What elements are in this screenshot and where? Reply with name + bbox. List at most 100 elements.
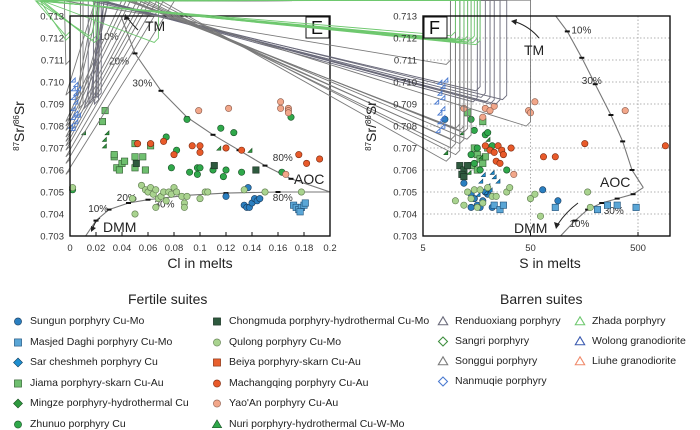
panel-f-point-qulong (464, 188, 472, 196)
panel-e-point-mingze (104, 130, 110, 136)
legend-label: Sar cheshmeh porphyry Cu (30, 356, 158, 368)
panel-e-point-chongmuda (252, 166, 260, 174)
panel-f-point-nanmuqie (439, 123, 446, 129)
legend-marker-yao-an (213, 399, 221, 408)
panel-e-mixing-percent-label: 30% (132, 78, 152, 89)
panel-f-curve-tick-mark (599, 202, 605, 204)
panel-e-point-jiama (101, 107, 109, 115)
legend-item-zhada: Zhada porphyry (574, 315, 666, 327)
legend-marker-machangqing (213, 379, 221, 387)
legend-item-machangqing: Machangqing porphyry Cu-Au (211, 377, 369, 389)
panel-f-point-machangqing (490, 148, 498, 156)
panel-f-point-yao-an (621, 107, 629, 115)
panel-e-point-qulong (204, 188, 212, 196)
legend-label: Beiya porphyry-skarn Cu-Au (229, 356, 361, 368)
legend-item-chongmuda: Chongmuda porphyry-hydrothermal Cu-Mo (211, 315, 429, 327)
legend-marker-sar-cheshmeh (13, 357, 23, 368)
panel-e-point-machangqing (238, 146, 246, 154)
panel-e-point-jiama (110, 151, 118, 159)
panel-f-point-machangqing (661, 142, 669, 150)
panel-f-point-qulong (586, 203, 594, 211)
panel-e: 10%20%30%80%10%20%30%80% 0.7030.7040.705… (11, 0, 337, 271)
legend-label: Masjed Daghi porphyry Cu-Mo (30, 335, 173, 348)
panel-e-x-tick-label: 0.04 (113, 243, 132, 254)
panel-e-y-tick-label: 0.706 (40, 166, 64, 177)
panel-f-point-sungun (467, 203, 475, 211)
legend-symbol-zhunuo (14, 420, 22, 428)
panel-f-point-qulong (584, 188, 592, 196)
panel-e-point-sungun (222, 192, 230, 200)
legend-marker-zhada (574, 315, 586, 326)
panel-f-dmm-arrowhead (554, 222, 560, 229)
panel-e-point-jiama (121, 157, 129, 165)
panel-f-x-tick-label: 50 (525, 243, 536, 254)
legend-item-sar-cheshmeh: Sar cheshmeh porphyry Cu (12, 356, 158, 368)
panel-e-curve-tick-mark (262, 164, 268, 167)
panel-e-point-qulong (152, 186, 160, 194)
legend-fertile-title: Fertile suites (128, 291, 208, 307)
panel-f-point-qulong (536, 212, 544, 220)
legend-symbol-sar-cheshmeh (13, 357, 23, 368)
svg-text:87Sr/86Sr: 87Sr/86Sr (363, 101, 379, 151)
panel-f-mixing-percent-label: 30% (604, 206, 624, 217)
legend-symbol-mingze (13, 398, 23, 409)
panel-f-y-tick-label: 0.711 (394, 56, 417, 67)
panel-f-point-zhunuo (473, 144, 481, 152)
panel-f-y-tick-label: 0.712 (393, 34, 417, 45)
panel-f-point-yao-an (510, 170, 518, 178)
panel-e-point-qulong (152, 203, 160, 211)
panel-e-point-nanmuqie (70, 85, 76, 92)
panel-f-x-tick-label: 5 (420, 243, 425, 254)
panel-e-point-machangqing (196, 142, 204, 150)
panel-f-point-sungun (460, 179, 468, 187)
panel-e-curve-tick-mark (145, 198, 151, 201)
panel-e-data-points (34, 0, 324, 218)
legend-symbol-jiama (14, 379, 22, 387)
panel-e-point-machangqing (196, 148, 204, 156)
legend-barren-title: Barren suites (500, 291, 583, 307)
panel-e-point-mingze (101, 136, 107, 142)
panel-e-point-yao-an (282, 170, 290, 178)
panel-e-point-machangqing (170, 151, 178, 159)
panel-f-y-tick-label: 0.708 (393, 122, 417, 133)
panel-f-curve-tick-mark (592, 83, 598, 86)
panel-e-point-zhunuo (238, 168, 246, 176)
panel-e-point-machangqing (316, 155, 324, 163)
panel-e-point-chongmuda (210, 162, 218, 170)
panel-f-point-zhada (42, 0, 478, 43)
panel-e-x-tick-label: 0.2 (323, 243, 336, 254)
panel-e-point-zhunuo (217, 124, 225, 132)
panel-f-point-chongmuda (456, 162, 464, 170)
legend-marker-jiama (14, 379, 22, 387)
legend-label: Songgui porphyry (455, 355, 538, 367)
panel-f-point-qulong (526, 195, 534, 203)
panel-e-y-tick-label: 0.710 (40, 78, 64, 89)
panel-e-point-nanmuqie (70, 76, 76, 83)
legend-symbol-sangri (437, 336, 449, 347)
legend-label: Wolong granodiorite (592, 335, 686, 347)
panel-e-point-jiama (131, 153, 139, 161)
panel-f-point-qulong (473, 203, 481, 211)
panel-e-point-nanmuqie (75, 85, 81, 92)
panel-f-point-sar-cheshmeh (482, 189, 489, 195)
panel-f-point-qulong (506, 184, 514, 192)
panel-e-x-tick-label: 0.1 (193, 243, 206, 254)
panel-f-point-sar-cheshmeh (489, 169, 495, 175)
panel-e-x-tick-label: 0.06 (139, 243, 158, 254)
legend-symbol-nuri (211, 418, 223, 428)
legend-symbol-nanmuqie (437, 376, 449, 387)
panel-e-point-nanmuqie (72, 109, 79, 116)
legend-item-masjed-daghi: Masjed Daghi porphyry Cu-Mo (12, 336, 172, 348)
panel-e-mixing-percent-label: 80% (273, 193, 293, 204)
panel-f-point-sungun (539, 186, 547, 194)
panel-e-point-zhunuo (167, 164, 175, 172)
panel-f-point-qulong (492, 192, 500, 200)
legend-marker-renduoxiang (437, 315, 449, 326)
panel-e-point-yao-an (277, 104, 285, 112)
panel-f-x-tick-label: 500 (630, 243, 646, 254)
legend-marker-sangri (437, 336, 449, 347)
panel-f-point-nanmuqie (436, 118, 443, 125)
panel-e-point-machangqing (134, 140, 142, 148)
panel-e-dmm-label: DMM (103, 219, 136, 235)
panel-e-point-nanmuqie (72, 81, 79, 87)
